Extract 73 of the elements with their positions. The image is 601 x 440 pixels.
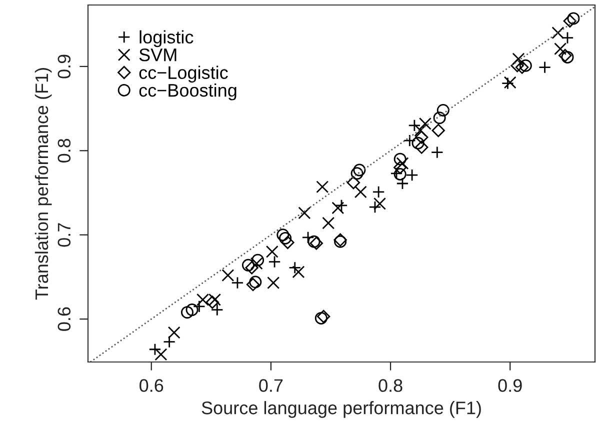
point bbox=[298, 206, 311, 220]
point bbox=[292, 266, 305, 278]
point bbox=[250, 257, 263, 270]
point bbox=[430, 146, 444, 159]
point bbox=[406, 168, 418, 182]
point bbox=[332, 202, 344, 214]
point bbox=[276, 228, 290, 242]
point bbox=[267, 276, 280, 290]
point bbox=[246, 278, 260, 292]
point bbox=[281, 236, 294, 250]
point bbox=[408, 119, 421, 132]
point bbox=[432, 124, 445, 138]
point bbox=[314, 312, 328, 324]
point bbox=[316, 180, 329, 194]
point bbox=[504, 76, 516, 89]
y-tick-label: 0.8 bbox=[58, 138, 71, 163]
y-tick-label: 0.7 bbox=[58, 223, 71, 247]
x-tick-label: 0.7 bbox=[259, 379, 283, 392]
point bbox=[515, 60, 529, 74]
point bbox=[394, 160, 407, 174]
legend-label: cc−Logistic bbox=[139, 66, 228, 83]
y-axis-title: Translation performance (F1) bbox=[34, 68, 52, 300]
point bbox=[418, 117, 432, 130]
point bbox=[308, 235, 320, 248]
point bbox=[148, 343, 162, 356]
point bbox=[279, 232, 292, 244]
point bbox=[242, 258, 254, 272]
x-tick-label: 0.9 bbox=[498, 379, 522, 392]
point bbox=[394, 168, 406, 180]
point bbox=[396, 177, 409, 190]
point bbox=[415, 140, 428, 154]
point bbox=[335, 199, 348, 212]
point bbox=[558, 48, 572, 62]
point bbox=[394, 152, 406, 166]
point bbox=[519, 59, 532, 72]
point bbox=[310, 236, 323, 250]
y-tick-label: 0.9 bbox=[58, 54, 71, 78]
point bbox=[249, 276, 262, 288]
point bbox=[186, 304, 198, 316]
point bbox=[512, 52, 525, 66]
point bbox=[353, 164, 366, 176]
x-tick-label: 0.6 bbox=[140, 379, 164, 392]
point bbox=[563, 14, 576, 28]
point bbox=[561, 50, 574, 64]
point bbox=[567, 12, 580, 25]
legend-label: SVM bbox=[139, 48, 176, 62]
point bbox=[350, 167, 364, 180]
legend-label: cc−Boosting bbox=[139, 83, 236, 100]
point bbox=[316, 310, 330, 324]
point bbox=[245, 261, 258, 274]
x-axis-title: Source language performance (F1) bbox=[202, 401, 481, 418]
point bbox=[415, 130, 428, 144]
point bbox=[414, 124, 427, 137]
point bbox=[154, 348, 168, 361]
point bbox=[322, 216, 335, 230]
legend-label: logistic bbox=[140, 30, 194, 48]
point bbox=[412, 136, 424, 150]
point bbox=[252, 254, 264, 266]
point bbox=[302, 231, 314, 244]
point bbox=[346, 176, 360, 190]
point bbox=[554, 42, 567, 56]
point bbox=[372, 186, 385, 198]
x-tick-label: 0.8 bbox=[378, 379, 402, 392]
point bbox=[403, 134, 416, 147]
point bbox=[368, 200, 382, 214]
point bbox=[510, 59, 524, 72]
point bbox=[354, 186, 367, 198]
point bbox=[374, 197, 386, 210]
point bbox=[436, 104, 450, 116]
point bbox=[180, 306, 194, 319]
point bbox=[433, 112, 446, 124]
y-tick-label: 0.6 bbox=[58, 307, 71, 331]
point bbox=[206, 296, 219, 309]
